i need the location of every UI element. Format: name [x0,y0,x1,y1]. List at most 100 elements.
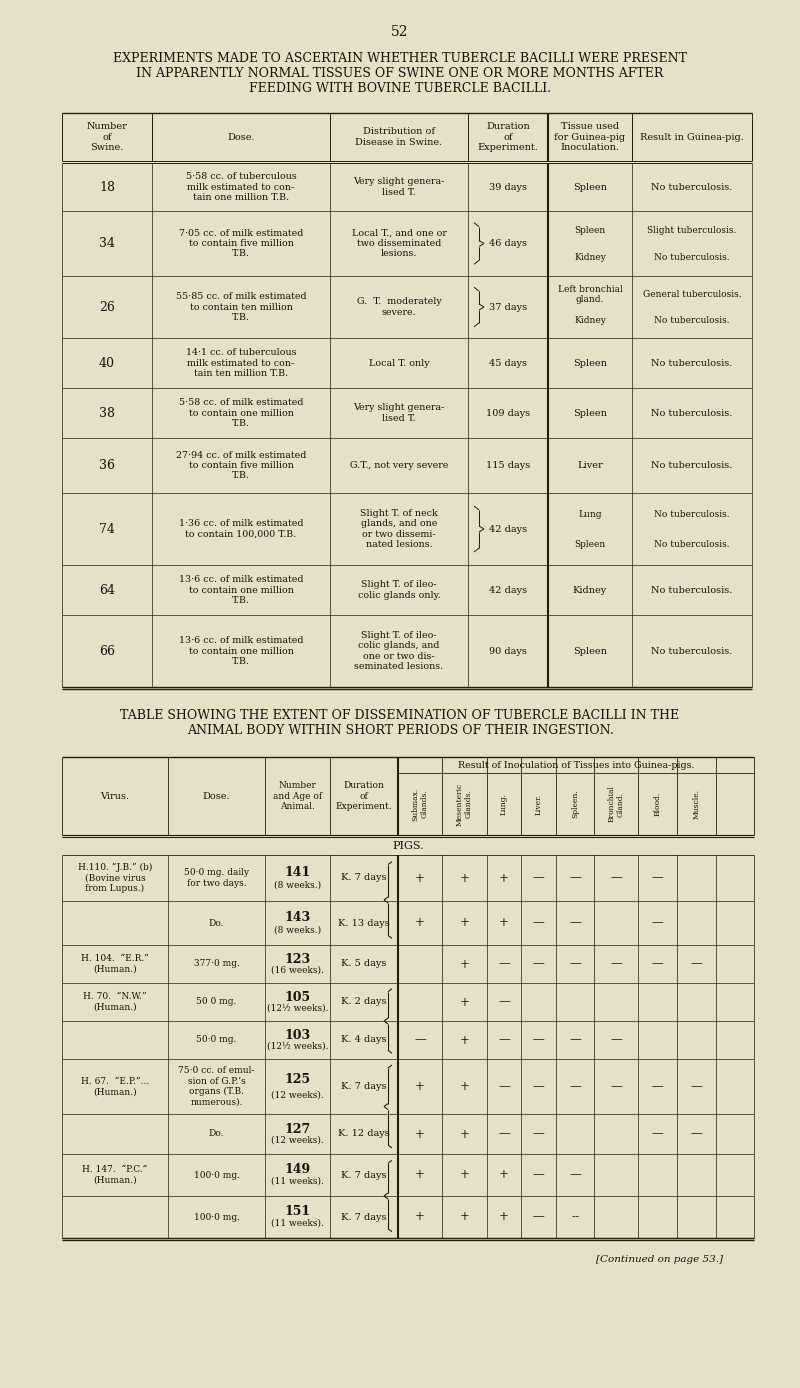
Text: 38: 38 [99,407,115,419]
Text: No tuberculosis.: No tuberculosis. [651,461,733,471]
Text: ANIMAL BODY WITHIN SHORT PERIODS OF THEIR INGESTION.: ANIMAL BODY WITHIN SHORT PERIODS OF THEI… [186,723,614,737]
Text: G.T., not very severe: G.T., not very severe [350,461,448,471]
Text: Do.: Do. [209,919,224,927]
Text: —: — [569,1169,581,1181]
Text: General tuberculosis.: General tuberculosis. [642,290,742,298]
Text: K. 7 days: K. 7 days [342,1170,386,1180]
Text: Muscle.: Muscle. [693,788,701,819]
Text: +: + [459,1169,470,1181]
Text: 13·6 cc. of milk estimated
to contain one million
T.B.: 13·6 cc. of milk estimated to contain on… [178,636,303,666]
Text: +: + [459,1210,470,1223]
Text: 13·6 cc. of milk estimated
to contain one million
T.B.: 13·6 cc. of milk estimated to contain on… [178,575,303,605]
Text: (12 weeks).: (12 weeks). [271,1090,324,1099]
Text: Very slight genera-
lised T.: Very slight genera- lised T. [354,404,445,423]
Text: —: — [652,872,663,884]
Text: G.  T.  moderately
severe.: G. T. moderately severe. [357,297,442,316]
Text: 377·0 mg.: 377·0 mg. [194,959,239,969]
Text: —: — [610,1034,622,1047]
Text: 50·0 mg. daily
for two days.: 50·0 mg. daily for two days. [184,869,249,888]
Text: Dose.: Dose. [202,791,230,801]
Text: 100·0 mg.: 100·0 mg. [194,1213,239,1221]
Text: Blood.: Blood. [654,793,662,816]
Text: —: — [610,1080,622,1092]
Text: 42 days: 42 days [489,586,527,594]
Text: Duration
of
Experiment.: Duration of Experiment. [478,122,538,151]
Text: 18: 18 [99,180,115,193]
Text: 100·0 mg.: 100·0 mg. [194,1170,239,1180]
Text: —: — [569,958,581,970]
Text: Kidney: Kidney [574,253,606,262]
Text: +: + [499,1169,509,1181]
Text: 36: 36 [99,459,115,472]
Text: K. 5 days: K. 5 days [342,959,386,969]
Text: Number
of
Swine.: Number of Swine. [86,122,127,151]
Text: 50·0 mg.: 50·0 mg. [196,1035,237,1045]
Text: Do.: Do. [209,1130,224,1138]
Text: 52: 52 [391,25,409,39]
Text: 109 days: 109 days [486,408,530,418]
Text: +: + [499,872,509,884]
Text: +: + [459,995,470,1009]
Text: 50 0 mg.: 50 0 mg. [196,998,237,1006]
Text: --: -- [571,1210,579,1223]
Text: (8 weeks.): (8 weeks.) [274,880,321,890]
Text: —: — [533,872,544,884]
Text: +: + [459,872,470,884]
Text: Spleen: Spleen [573,647,607,655]
Text: H. 67.  “E.P.”...
(Human.): H. 67. “E.P.”... (Human.) [81,1077,149,1097]
Text: (12 weeks).: (12 weeks). [271,1135,324,1145]
Text: IN APPARENTLY NORMAL TISSUES OF SWINE ONE OR MORE MONTHS AFTER: IN APPARENTLY NORMAL TISSUES OF SWINE ON… [136,67,664,79]
Text: Slight tuberculosis.: Slight tuberculosis. [647,226,737,235]
Text: —: — [610,872,622,884]
Text: 46 days: 46 days [489,239,527,248]
Text: 64: 64 [99,583,115,597]
Text: Kidney: Kidney [574,316,606,325]
Text: —: — [652,1127,663,1141]
Text: —: — [569,1080,581,1092]
Text: —: — [498,958,510,970]
Text: +: + [415,1080,425,1092]
Text: Spleen: Spleen [573,182,607,192]
Text: —: — [498,995,510,1009]
Text: FEEDING WITH BOVINE TUBERCLE BACILLI.: FEEDING WITH BOVINE TUBERCLE BACILLI. [249,82,551,94]
Text: 37 days: 37 days [489,303,527,311]
Text: Tissue used
for Guinea-pig
Inoculation.: Tissue used for Guinea-pig Inoculation. [554,122,626,151]
Text: Result in Guinea-pig.: Result in Guinea-pig. [640,132,744,142]
Text: 90 days: 90 days [489,647,527,655]
Text: —: — [652,916,663,930]
Text: +: + [459,1127,470,1141]
Text: H. 70.  “N.W.”
(Human.): H. 70. “N.W.” (Human.) [83,992,147,1012]
Text: —: — [569,1034,581,1047]
Text: No tuberculosis.: No tuberculosis. [651,358,733,368]
Text: K. 2 days: K. 2 days [342,998,386,1006]
Text: 66: 66 [99,644,115,658]
Text: 5·58 cc. of milk estimated
to contain one million
T.B.: 5·58 cc. of milk estimated to contain on… [178,398,303,428]
Text: —: — [690,958,702,970]
Text: Lung.: Lung. [500,793,508,815]
Text: EXPERIMENTS MADE TO ASCERTAIN WHETHER TUBERCLE BACILLI WERE PRESENT: EXPERIMENTS MADE TO ASCERTAIN WHETHER TU… [113,51,687,64]
Text: —: — [533,1034,544,1047]
Text: K. 4 days: K. 4 days [342,1035,386,1045]
Text: 45 days: 45 days [489,358,527,368]
Text: 123: 123 [285,954,310,966]
Text: —: — [652,1080,663,1092]
Text: —: — [690,1080,702,1092]
Text: 55·85 cc. of milk estimated
to contain ten million
T.B.: 55·85 cc. of milk estimated to contain t… [176,291,306,322]
Text: —: — [498,1127,510,1141]
Text: (11 weeks).: (11 weeks). [271,1219,324,1228]
Text: 74: 74 [99,522,115,536]
Text: No tuberculosis.: No tuberculosis. [651,586,733,594]
Text: —: — [569,916,581,930]
Text: K. 7 days: K. 7 days [342,1083,386,1091]
Text: 151: 151 [285,1205,310,1219]
Text: +: + [459,916,470,930]
Text: 125: 125 [285,1073,310,1087]
Text: —: — [652,958,663,970]
Text: Local T., and one or
two disseminated
lesions.: Local T., and one or two disseminated le… [351,229,446,258]
Text: (8 weeks.): (8 weeks.) [274,924,321,934]
Text: Kidney: Kidney [573,586,607,594]
Text: —: — [533,916,544,930]
Text: K. 7 days: K. 7 days [342,1213,386,1221]
Text: Left bronchial
gland.: Left bronchial gland. [558,285,622,304]
Text: +: + [415,1169,425,1181]
